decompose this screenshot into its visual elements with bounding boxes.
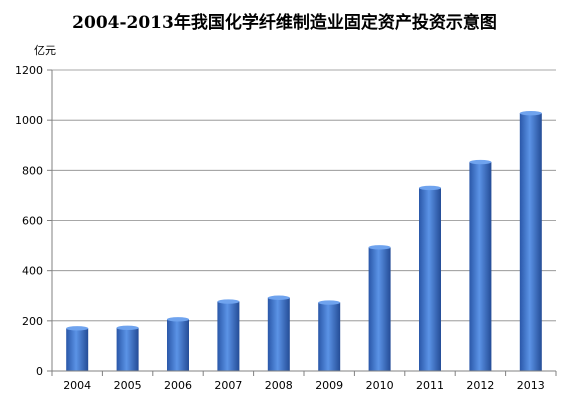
y-tick-label: 600 — [22, 215, 43, 228]
bar-2012 — [469, 162, 492, 371]
bar-cap — [116, 325, 139, 331]
bar-cap — [217, 299, 240, 304]
bar-2013 — [519, 113, 542, 371]
y-tick-label: 400 — [22, 265, 43, 278]
x-tick-label: 2004 — [63, 379, 91, 392]
x-tick-label: 2005 — [114, 379, 142, 392]
x-tick-label: 2007 — [214, 379, 242, 392]
axes — [51, 70, 557, 376]
x-tick-label: 2012 — [466, 379, 494, 392]
x-tick-label: 2010 — [366, 379, 394, 392]
bar-2010 — [368, 247, 391, 371]
y-axis-unit-label: 亿元 — [34, 44, 56, 57]
x-tick-label: 2008 — [265, 379, 293, 392]
x-tick-label: 2009 — [315, 379, 343, 392]
bar-2008 — [267, 297, 290, 371]
y-tick-label: 1200 — [15, 64, 43, 77]
y-tick-labels: 0 200 400 600 800 1000 1200 — [15, 64, 43, 378]
bar-cap — [419, 185, 441, 191]
bar-cap — [66, 326, 89, 331]
bar-2004 — [66, 328, 89, 371]
bar-2006 — [167, 319, 189, 371]
x-tick-labels: 2004 2005 2006 2007 2008 2009 2010 2011 2012 2013 — [63, 379, 545, 392]
bar-2005 — [116, 327, 139, 371]
bar-cap — [469, 159, 492, 165]
chart-title: 2004-2013年我国化学纤维制造业固定资产投资示意图 — [72, 13, 497, 33]
y-tick-label: 0 — [36, 365, 43, 378]
bar-series — [66, 110, 542, 371]
x-tick-label: 2013 — [517, 379, 545, 392]
bar-cap — [519, 110, 542, 116]
bar-cap — [267, 295, 290, 300]
y-tick-label: 200 — [22, 315, 43, 328]
bar-2009 — [318, 302, 341, 371]
bar-cap — [318, 300, 341, 305]
x-tick-label: 2011 — [416, 379, 444, 392]
bar-cap — [167, 317, 189, 322]
y-tick-label: 800 — [22, 164, 43, 177]
y-tick-label: 1000 — [15, 114, 43, 127]
bar-2007 — [217, 301, 240, 371]
bar-2011 — [419, 187, 441, 371]
bar-cap — [368, 245, 391, 250]
x-tick-label: 2006 — [164, 379, 192, 392]
